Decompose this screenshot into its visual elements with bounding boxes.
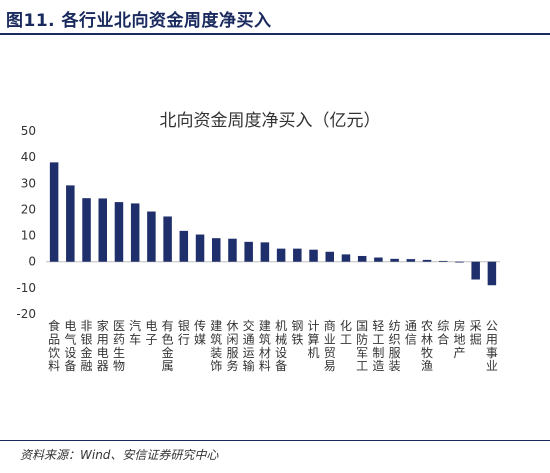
category-label: 交通运输 (243, 318, 255, 373)
category-label: 电气设备 (64, 319, 76, 373)
category-label: 有色金属 (162, 319, 174, 373)
category-label: 建筑材料 (259, 319, 271, 373)
bar (212, 238, 221, 262)
bar (130, 203, 140, 262)
category-label: 休闲服务 (226, 319, 238, 373)
category-label: 采掘 (470, 319, 482, 346)
bar (260, 242, 270, 262)
category-label: 公用事业 (486, 319, 498, 373)
bar (98, 198, 107, 262)
y-tick-label: 50 (21, 124, 36, 138)
bar (66, 185, 75, 262)
category-label: 汽车 (129, 318, 141, 346)
category-label: 机械设备 (275, 319, 287, 373)
x-axis: 食品饮料电气设备非银金融家用电器医药生物汽车电子有色金属银行传媒建筑装饰休闲服务… (48, 318, 498, 373)
bar (147, 211, 156, 262)
bar (471, 261, 480, 280)
y-tick-label: 0 (28, 255, 36, 269)
y-tick-label: 40 (21, 150, 36, 164)
bar (49, 162, 59, 262)
bar (179, 230, 189, 262)
bar (244, 241, 253, 262)
category-label: 纺织服装 (389, 319, 401, 373)
bar (406, 259, 416, 262)
category-label: 轻工制造 (372, 319, 384, 373)
category-label: 银行 (178, 319, 190, 346)
y-tick-label: 10 (21, 229, 36, 243)
bar (439, 260, 448, 262)
bar (374, 257, 383, 262)
category-label: 房地产 (453, 318, 465, 360)
y-axis: -20 -10 0 10 20 30 40 50 (16, 124, 36, 321)
footer-rule (0, 440, 550, 441)
y-tick-label: -10 (16, 281, 36, 295)
category-label: 医药生物 (113, 319, 125, 373)
category-label: 家用电器 (97, 318, 109, 373)
category-label: 计算机 (308, 319, 320, 360)
bar (163, 216, 172, 262)
bar (114, 202, 124, 262)
bar (341, 254, 351, 262)
category-label: 建筑装饰 (210, 319, 222, 373)
bar (276, 248, 286, 262)
bars (49, 162, 497, 286)
header-rule (0, 33, 550, 35)
bar (422, 259, 432, 262)
category-label: 商业贸易 (324, 318, 336, 373)
category-label: 通信 (405, 319, 417, 346)
category-label: 非银金融 (81, 319, 93, 373)
category-label: 钢铁 (291, 319, 303, 346)
bar (487, 261, 497, 286)
y-tick-label: 30 (21, 176, 36, 190)
category-label: 电子 (145, 319, 157, 346)
bar (82, 198, 91, 262)
chart-title: 北向资金周度净买入（亿元） (160, 111, 381, 131)
category-label: 农林牧渔 (421, 319, 433, 373)
category-label: 国防军工 (356, 319, 368, 373)
category-label: 化工 (340, 319, 352, 346)
bar (357, 255, 367, 262)
category-label: 食品饮料 (48, 318, 60, 373)
bar (309, 249, 318, 262)
bar-chart: 北向资金周度净买入（亿元） -20 -10 0 10 20 30 40 50 食品饮料电气设备… (16, 111, 500, 373)
source-note: 资料来源：Wind、安信证券研究中心 (20, 448, 219, 462)
bar (195, 234, 205, 262)
y-tick-label: -20 (16, 307, 36, 321)
bar (293, 248, 302, 262)
bar (390, 258, 399, 262)
category-label: 综合 (437, 319, 449, 346)
bar (325, 251, 334, 262)
bar (455, 261, 464, 263)
bar (228, 238, 237, 262)
y-tick-label: 20 (21, 202, 36, 216)
category-label: 传媒 (194, 318, 206, 346)
figure-label: 图11. 各行业北向资金周度净买入 (6, 11, 272, 31)
figure-header: 图11. 各行业北向资金周度净买入 (0, 0, 550, 36)
